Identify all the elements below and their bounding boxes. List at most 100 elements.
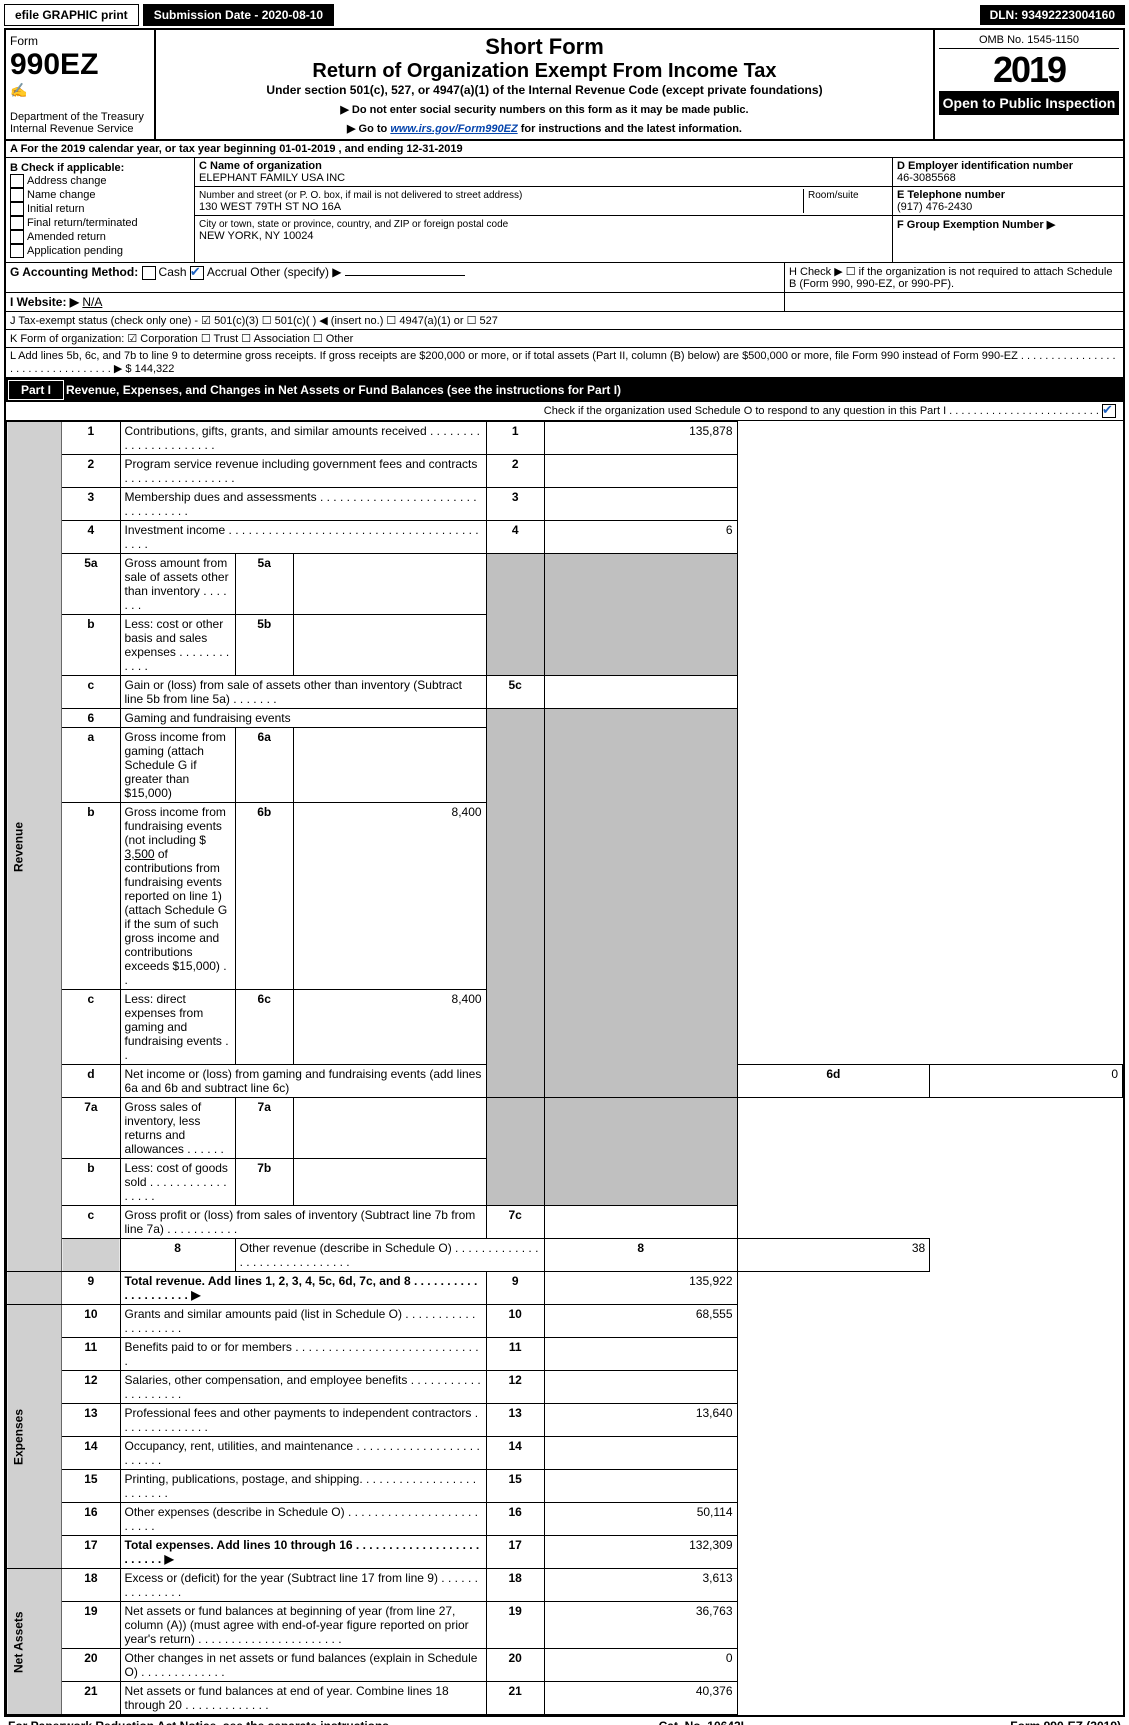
l20-desc: Other changes in net assets or fund bala… <box>120 1649 486 1682</box>
l20-rn: 20 <box>486 1649 544 1682</box>
l6d-desc: Net income or (loss) from gaming and fun… <box>120 1065 486 1098</box>
accounting-label: G Accounting Method: <box>10 265 138 279</box>
box-def: D Employer identification number 46-3085… <box>892 158 1123 262</box>
opt-name-change[interactable]: Name change <box>27 189 96 201</box>
l2-num: 2 <box>62 455 120 488</box>
part1-checkbox[interactable] <box>1102 404 1116 418</box>
l5b-num: b <box>62 615 120 676</box>
l6b-boxval: 8,400 <box>293 803 486 990</box>
l11-rn: 11 <box>486 1338 544 1371</box>
dept-treasury: Department of the Treasury <box>10 111 150 123</box>
acct-other[interactable]: Other (specify) ▶ <box>250 265 341 279</box>
acct-cash[interactable]: Cash <box>159 265 187 279</box>
part1-checkline: Check if the organization used Schedule … <box>544 405 1099 417</box>
l4-amt: 6 <box>544 521 737 554</box>
l7b-boxval <box>293 1159 486 1206</box>
part1-title: Revenue, Expenses, and Changes in Net As… <box>66 383 621 397</box>
l17-desc: Total expenses. Add lines 10 through 16 … <box>120 1536 486 1569</box>
row-gh: G Accounting Method: Cash Accrual Other … <box>6 263 1123 293</box>
l7c-amt <box>544 1206 737 1239</box>
financial-table: Revenue 1 Contributions, gifts, grants, … <box>6 421 1123 1715</box>
top-bar: efile GRAPHIC print Submission Date - 20… <box>4 4 1125 26</box>
expenses-label: Expenses <box>7 1305 62 1569</box>
l15-num: 15 <box>62 1470 120 1503</box>
l12-rn: 12 <box>486 1371 544 1404</box>
form-header: Form 990EZ ✍ Department of the Treasury … <box>6 30 1123 141</box>
part1-header: Part I Revenue, Expenses, and Changes in… <box>6 378 1123 402</box>
l15-amt <box>544 1470 737 1503</box>
l12-amt <box>544 1371 737 1404</box>
title-long: Return of Organization Exempt From Incom… <box>164 60 925 83</box>
l9-num: 9 <box>62 1272 120 1305</box>
l5a-box: 5a <box>235 554 293 615</box>
l9-amt: 135,922 <box>544 1272 737 1305</box>
box-h: H Check ▶ ☐ if the organization is not r… <box>784 263 1123 292</box>
footer-catno: Cat. No. 10642I <box>659 1719 744 1725</box>
l13-rn: 13 <box>486 1404 544 1437</box>
website-value: N/A <box>82 295 102 309</box>
form-word: Form <box>10 34 150 48</box>
efile-btn[interactable]: efile GRAPHIC print <box>4 4 139 26</box>
l7a-boxval <box>293 1098 486 1159</box>
footer-left: For Paperwork Reduction Act Notice, see … <box>8 1719 392 1725</box>
l6b-num: b <box>62 803 120 990</box>
form-990ez: Form 990EZ ✍ Department of the Treasury … <box>4 28 1125 1717</box>
l18-desc: Excess or (deficit) for the year (Subtra… <box>120 1569 486 1602</box>
entity-info: B Check if applicable: Address change Na… <box>6 158 1123 263</box>
opt-final-return[interactable]: Final return/terminated <box>27 217 138 229</box>
l6b-box: 6b <box>235 803 293 990</box>
footer-right: Form 990-EZ (2019) <box>1010 1719 1121 1725</box>
l6c-boxval: 8,400 <box>293 990 486 1065</box>
room-label: Room/suite <box>808 190 859 201</box>
l2-rn: 2 <box>486 455 544 488</box>
irs-link[interactable]: www.irs.gov/Form990EZ <box>390 123 517 135</box>
l4-desc: Investment income . . . . . . . . . . . … <box>120 521 486 554</box>
l3-amt <box>544 488 737 521</box>
l10-desc: Grants and similar amounts paid (list in… <box>120 1305 486 1338</box>
title-short: Short Form <box>164 34 925 60</box>
l4-rn: 4 <box>486 521 544 554</box>
l8-rn: 8 <box>544 1239 737 1272</box>
l6a-desc: Gross income from gaming (attach Schedul… <box>120 728 235 803</box>
org-city: NEW YORK, NY 10024 <box>199 230 314 242</box>
l1-desc: Contributions, gifts, grants, and simila… <box>120 422 486 455</box>
l5b-boxval <box>293 615 486 676</box>
line-a-period: A For the 2019 calendar year, or tax yea… <box>6 141 1123 158</box>
subtitle: Under section 501(c), 527, or 4947(a)(1)… <box>164 83 925 97</box>
l12-num: 12 <box>62 1371 120 1404</box>
l6b-desc: Gross income from fundraising events (no… <box>120 803 235 990</box>
l10-amt: 68,555 <box>544 1305 737 1338</box>
open-public: Open to Public Inspection <box>939 91 1119 115</box>
l17-num: 17 <box>62 1536 120 1569</box>
l10-rn: 10 <box>486 1305 544 1338</box>
l5a-desc: Gross amount from sale of assets other t… <box>120 554 235 615</box>
l5b-desc: Less: cost or other basis and sales expe… <box>120 615 235 676</box>
l6a-box: 6a <box>235 728 293 803</box>
l11-amt <box>544 1338 737 1371</box>
l6-desc: Gaming and fundraising events <box>120 709 486 728</box>
box-c-label: C Name of organization <box>199 160 322 172</box>
page-footer: For Paperwork Reduction Act Notice, see … <box>4 1717 1125 1725</box>
irs-label: Internal Revenue Service <box>10 123 150 135</box>
dln: DLN: 93492223004160 <box>980 5 1125 25</box>
l17-amt: 132,309 <box>544 1536 737 1569</box>
street-label: Number and street (or P. O. box, if mail… <box>199 190 522 201</box>
part1-check: Check if the organization used Schedule … <box>6 402 1123 421</box>
l6c-desc: Less: direct expenses from gaming and fu… <box>120 990 235 1065</box>
l7b-num: b <box>62 1159 120 1206</box>
opt-address-change[interactable]: Address change <box>27 175 107 187</box>
l19-num: 19 <box>62 1602 120 1649</box>
opt-amended[interactable]: Amended return <box>27 231 106 243</box>
opt-pending[interactable]: Application pending <box>27 245 123 257</box>
acct-accrual[interactable]: Accrual <box>207 265 247 279</box>
l7a-box: 7a <box>235 1098 293 1159</box>
opt-initial-return[interactable]: Initial return <box>27 203 84 215</box>
l6d-amt: 0 <box>930 1065 1123 1098</box>
l5a-boxval <box>293 554 486 615</box>
l1-rn: 1 <box>486 422 544 455</box>
phone-value: (917) 476-2430 <box>897 201 972 213</box>
org-street: 130 WEST 79TH ST NO 16A <box>199 201 341 213</box>
row-l: L Add lines 5b, 6c, and 7b to line 9 to … <box>6 348 1123 378</box>
l5c-desc: Gain or (loss) from sale of assets other… <box>120 676 486 709</box>
ein-value: 46-3085568 <box>897 172 956 184</box>
